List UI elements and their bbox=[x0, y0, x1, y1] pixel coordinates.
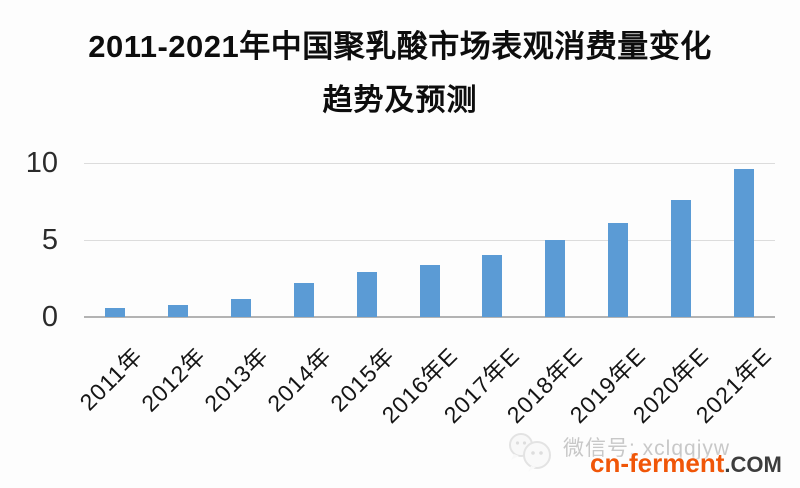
bar bbox=[482, 255, 503, 317]
bar bbox=[231, 298, 251, 317]
gridline bbox=[84, 240, 775, 241]
bar bbox=[545, 240, 566, 317]
wechat-icon bbox=[509, 433, 551, 472]
watermark-wechat-id: 微信号: xclqqjyw bbox=[563, 437, 731, 460]
bar bbox=[608, 223, 628, 317]
watermark-site-name: cn-ferment bbox=[590, 448, 725, 478]
gridline bbox=[84, 163, 775, 164]
bar bbox=[733, 169, 754, 317]
bar bbox=[105, 307, 126, 317]
bar bbox=[356, 272, 377, 317]
y-axis-tick-label: 0 bbox=[41, 301, 58, 333]
chart-title: 2011-2021年中国聚乳酸市场表观消费量变化 趋势及预测 bbox=[0, 24, 800, 124]
x-axis-line bbox=[84, 316, 775, 318]
bar bbox=[168, 304, 189, 317]
bar bbox=[293, 283, 314, 317]
bar bbox=[670, 200, 691, 317]
y-axis-tick-label: 10 bbox=[25, 147, 58, 179]
chart-title-line1: 2011-2021年中国聚乳酸市场表观消费量变化 bbox=[88, 29, 712, 64]
chart-title-line2: 趋势及预测 bbox=[322, 84, 478, 117]
watermark-site-tld: .COM bbox=[724, 452, 782, 477]
y-axis-tick-label: 5 bbox=[41, 224, 58, 256]
bar bbox=[419, 264, 440, 317]
watermark-site-url: cn-ferment.COM bbox=[590, 448, 782, 479]
